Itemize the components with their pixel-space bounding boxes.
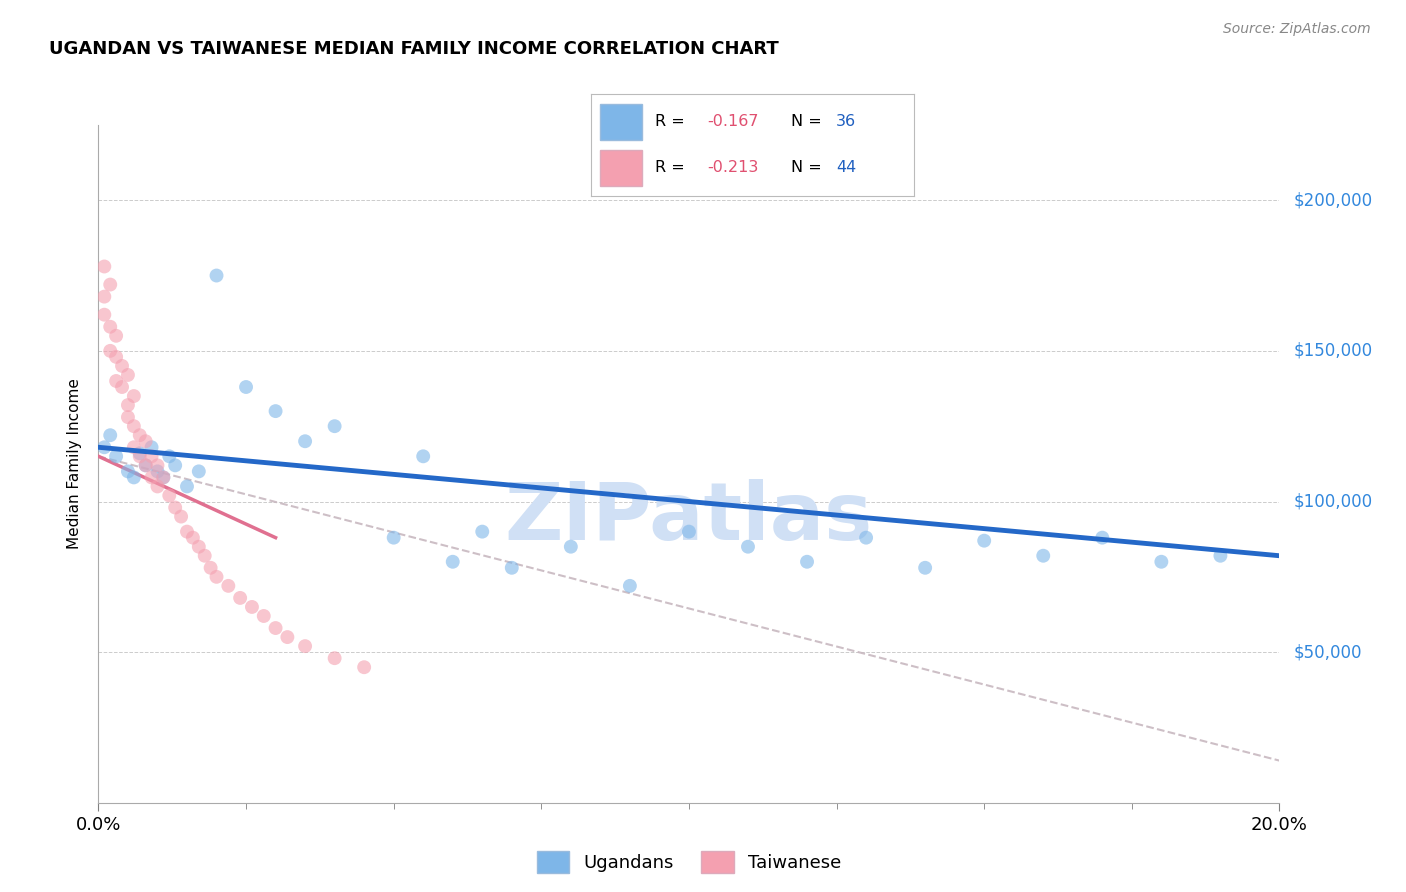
Text: Source: ZipAtlas.com: Source: ZipAtlas.com bbox=[1223, 22, 1371, 37]
Point bbox=[323, 651, 346, 665]
Point bbox=[122, 470, 145, 484]
Text: -0.213: -0.213 bbox=[707, 160, 758, 175]
Point bbox=[855, 531, 877, 545]
Point bbox=[98, 343, 121, 358]
Point bbox=[165, 458, 187, 473]
Point bbox=[105, 374, 128, 388]
Point bbox=[105, 328, 128, 343]
Point bbox=[93, 440, 115, 454]
Point bbox=[165, 500, 187, 515]
Text: 36: 36 bbox=[837, 114, 856, 128]
Text: 44: 44 bbox=[837, 160, 856, 175]
Point bbox=[128, 446, 150, 460]
Point bbox=[111, 380, 134, 394]
Point bbox=[501, 561, 523, 575]
Point bbox=[117, 368, 139, 382]
Point bbox=[157, 488, 180, 502]
Point bbox=[117, 398, 139, 412]
Legend: Ugandans, Taiwanese: Ugandans, Taiwanese bbox=[527, 842, 851, 882]
Point bbox=[471, 524, 494, 539]
Point bbox=[157, 450, 180, 464]
Point bbox=[170, 509, 193, 524]
Point bbox=[205, 268, 228, 283]
Point bbox=[205, 570, 228, 584]
Point bbox=[98, 277, 121, 292]
Point bbox=[135, 458, 157, 473]
Point bbox=[122, 419, 145, 434]
Text: $150,000: $150,000 bbox=[1294, 342, 1372, 359]
Text: $200,000: $200,000 bbox=[1294, 191, 1372, 210]
Point bbox=[105, 350, 128, 364]
Point bbox=[412, 450, 434, 464]
Point bbox=[1209, 549, 1232, 563]
Point bbox=[122, 440, 145, 454]
Point bbox=[181, 531, 204, 545]
Point bbox=[973, 533, 995, 548]
FancyBboxPatch shape bbox=[600, 104, 643, 140]
Point bbox=[128, 428, 150, 442]
Point bbox=[111, 359, 134, 373]
Point bbox=[93, 290, 115, 304]
Point bbox=[135, 458, 157, 473]
Text: ZIPatlas: ZIPatlas bbox=[505, 479, 873, 558]
Point bbox=[353, 660, 375, 674]
Point bbox=[264, 404, 287, 418]
Text: -0.167: -0.167 bbox=[707, 114, 758, 128]
Point bbox=[737, 540, 759, 554]
Text: $100,000: $100,000 bbox=[1294, 492, 1372, 510]
Point bbox=[1150, 555, 1173, 569]
Point bbox=[117, 464, 139, 478]
Point bbox=[98, 319, 121, 334]
Point bbox=[93, 308, 115, 322]
Point bbox=[146, 458, 169, 473]
Point bbox=[240, 599, 263, 614]
Point bbox=[146, 479, 169, 493]
Point bbox=[135, 434, 157, 449]
Point bbox=[128, 450, 150, 464]
Y-axis label: Median Family Income: Median Family Income bbox=[67, 378, 83, 549]
Point bbox=[382, 531, 405, 545]
Point bbox=[105, 450, 128, 464]
Point bbox=[253, 609, 276, 624]
Text: $50,000: $50,000 bbox=[1294, 643, 1362, 661]
Point bbox=[235, 380, 257, 394]
Point bbox=[276, 630, 298, 644]
Point bbox=[141, 450, 163, 464]
Point bbox=[914, 561, 936, 575]
Point bbox=[141, 440, 163, 454]
Point bbox=[117, 410, 139, 425]
Point bbox=[98, 428, 121, 442]
Point bbox=[146, 464, 169, 478]
Point bbox=[294, 434, 316, 449]
Point bbox=[560, 540, 582, 554]
FancyBboxPatch shape bbox=[600, 150, 643, 186]
Point bbox=[264, 621, 287, 635]
Point bbox=[796, 555, 818, 569]
Point bbox=[152, 470, 174, 484]
Point bbox=[323, 419, 346, 434]
Point bbox=[1091, 531, 1114, 545]
Point bbox=[294, 639, 316, 653]
Point bbox=[141, 470, 163, 484]
Point bbox=[187, 464, 209, 478]
Point bbox=[93, 260, 115, 274]
Text: N =: N = bbox=[792, 160, 827, 175]
Point bbox=[200, 561, 222, 575]
Point bbox=[152, 470, 174, 484]
Point bbox=[619, 579, 641, 593]
Point bbox=[217, 579, 239, 593]
Point bbox=[187, 540, 209, 554]
Point bbox=[176, 524, 198, 539]
Point bbox=[122, 389, 145, 403]
Point bbox=[229, 591, 252, 605]
Point bbox=[194, 549, 217, 563]
Text: UGANDAN VS TAIWANESE MEDIAN FAMILY INCOME CORRELATION CHART: UGANDAN VS TAIWANESE MEDIAN FAMILY INCOM… bbox=[49, 40, 779, 58]
Text: R =: R = bbox=[655, 160, 690, 175]
Point bbox=[1032, 549, 1054, 563]
Point bbox=[176, 479, 198, 493]
Point bbox=[441, 555, 464, 569]
Point bbox=[678, 524, 700, 539]
Text: R =: R = bbox=[655, 114, 690, 128]
Text: N =: N = bbox=[792, 114, 827, 128]
